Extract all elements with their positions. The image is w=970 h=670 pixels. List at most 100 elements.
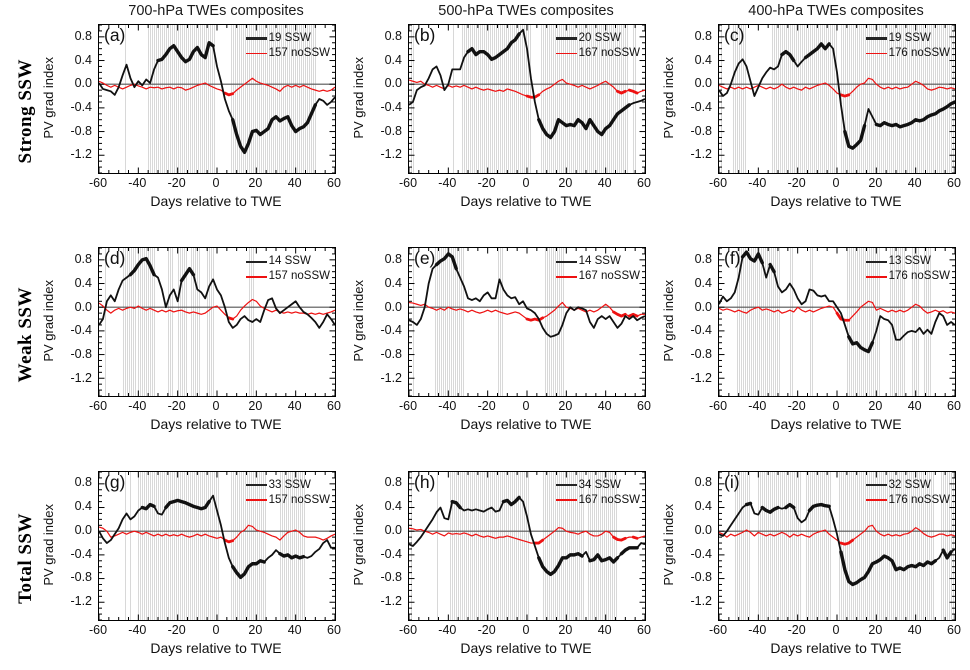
x-axis-label: Days relative to TWE — [770, 193, 902, 209]
y-tick-label: -0.4 — [70, 99, 92, 114]
significance-stripes — [191, 248, 202, 397]
significance-stripes — [148, 25, 216, 173]
significance-stripes — [122, 248, 137, 397]
nossw-line-significant — [533, 538, 545, 545]
legend: 19 SSW 157 noSSW — [245, 32, 330, 60]
legend: 14 SSW 157 noSSW — [245, 255, 330, 283]
y-tick-label: 0.0 — [384, 522, 402, 537]
legend-item: 157 noSSW — [245, 47, 330, 60]
significance-stripes — [758, 471, 802, 620]
y-tick-label: -1.2 — [690, 147, 712, 162]
x-tick-label: -20 — [787, 399, 806, 414]
plot-svg — [719, 248, 955, 397]
y-tick-label: -0.4 — [380, 546, 402, 561]
x-tick-label: 60 — [947, 622, 961, 637]
y-tick-label: 0.8 — [384, 252, 402, 267]
legend-label: 20 SSW — [578, 32, 621, 44]
ssw-line-significant — [140, 502, 156, 511]
x-tick-label: -60 — [708, 176, 728, 190]
legend-label: 176 noSSW — [888, 270, 950, 283]
significance-stripes — [230, 471, 267, 620]
plot-svg — [719, 25, 955, 173]
y-tick-label: 0.0 — [694, 522, 712, 537]
significance-stripes — [809, 248, 814, 397]
panel-letter: (i) — [724, 471, 740, 492]
nossw-line-significant — [223, 538, 235, 543]
legend-label: 19 SSW — [888, 32, 931, 44]
panel-f: PV grad index 0.8 0.4 0.0 -0.4 -0.8 -1.2 (f) 13 … — [660, 223, 970, 446]
nossw-line-significant — [627, 88, 639, 95]
x-tick-label: 40 — [287, 622, 302, 637]
y-tick-label: 0.8 — [74, 252, 92, 267]
significance-stripes — [890, 248, 906, 397]
nossw-line-sample — [245, 276, 267, 278]
legend-label: 157 noSSW — [268, 47, 330, 59]
significance-stripes — [911, 248, 920, 397]
significance-stripes — [840, 25, 955, 173]
legend-label: 157 noSSW — [268, 493, 330, 506]
panel-a: 700-hPa TWEs composites PV grad index 0.8 0… — [40, 0, 350, 223]
legend-label: 14 SSW — [268, 255, 311, 268]
legend-label: 176 noSSW — [888, 493, 950, 506]
y-tick-label: 0.8 — [694, 475, 712, 490]
ssw-line-significant — [501, 495, 521, 506]
x-tick-label: -60 — [398, 622, 418, 637]
panel-e: PV grad index 0.8 0.4 0.0 -0.4 -0.8 -1.2 (e) 14 … — [350, 223, 660, 446]
ssw-line-sample — [245, 260, 267, 264]
significance-stripes — [839, 471, 936, 620]
ssw-line-significant — [156, 41, 215, 64]
ssw-line-sample — [865, 260, 887, 264]
legend-label: 32 SSW — [888, 478, 931, 491]
x-axis-label: Days relative to TWE — [150, 416, 282, 433]
legend-label: 33 SSW — [268, 478, 311, 491]
y-tick-label: -0.4 — [70, 546, 92, 561]
x-tick-label: -20 — [787, 176, 806, 190]
x-tick-label: 60 — [327, 176, 341, 190]
plot-svg — [719, 471, 955, 620]
nossw-line-significant — [627, 313, 639, 318]
nossw-line — [99, 299, 335, 320]
legend-item: 157 noSSW — [245, 270, 330, 283]
nossw-line — [99, 77, 335, 96]
y-tick-label: 0.0 — [74, 299, 92, 314]
x-tick-label: -40 — [438, 399, 457, 414]
legend-item: 20 SSW — [555, 32, 640, 45]
ssw-line-significant — [874, 100, 955, 129]
significance-stripes — [124, 25, 127, 173]
y-tick-label: -0.8 — [690, 570, 712, 585]
nossw-line — [719, 524, 955, 545]
x-axis-label: Days relative to TWE — [150, 193, 282, 209]
legend-item: 32 SSW — [865, 478, 950, 492]
significance-stripes — [434, 248, 465, 397]
ssw-line-significant — [941, 548, 953, 560]
ssw-line-sample — [555, 37, 577, 40]
significance-stripes — [436, 471, 438, 620]
ssw-line-significant — [760, 505, 780, 514]
ssw-line-significant — [807, 502, 831, 512]
nossw-line-sample — [245, 499, 267, 501]
significance-stripes — [177, 248, 188, 397]
significance-stripes — [721, 25, 723, 173]
x-tick-label: 0 — [522, 399, 530, 414]
panel-letter: (d) — [104, 248, 126, 269]
y-tick-label: -1.2 — [690, 593, 712, 608]
panel-b: 500-hPa TWEs composites PV grad index 0.8 0… — [350, 0, 660, 223]
x-tick-label: -60 — [708, 399, 728, 414]
x-tick-label: 0 — [832, 176, 840, 190]
nossw-line — [99, 524, 335, 543]
ssw-line-significant — [768, 263, 776, 274]
ssw-line-significant — [839, 549, 938, 586]
x-tick-label: 0 — [832, 399, 840, 414]
ssw-line-significant — [744, 501, 753, 506]
nossw-line-significant — [839, 538, 855, 546]
x-tick-label: 40 — [907, 399, 922, 414]
legend-item: 157 noSSW — [245, 493, 330, 507]
x-tick-label: 20 — [248, 399, 263, 414]
significance-stripes — [124, 471, 126, 620]
legend-item: 176 noSSW — [865, 493, 950, 507]
x-tick-label: 0 — [832, 622, 840, 637]
legend: 13 SSW 176 noSSW — [865, 255, 950, 283]
ssw-line-sample — [865, 483, 887, 487]
y-tick-label: -0.8 — [70, 570, 92, 585]
y-tick-label: -0.4 — [690, 323, 712, 338]
